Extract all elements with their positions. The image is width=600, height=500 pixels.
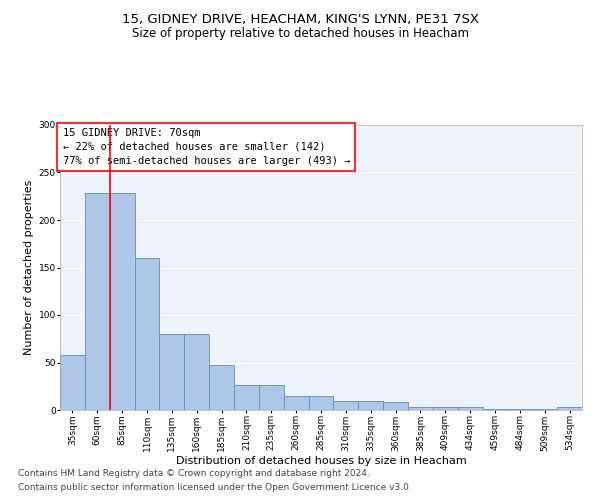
Bar [433, 407, 458, 410]
Bar [184, 334, 209, 410]
Bar [85, 194, 110, 410]
Text: 15, GIDNEY DRIVE, HEACHAM, KING'S LYNN, PE31 7SX: 15, GIDNEY DRIVE, HEACHAM, KING'S LYNN, … [121, 12, 479, 26]
Y-axis label: Number of detached properties: Number of detached properties [25, 180, 34, 355]
Bar [284, 396, 308, 410]
Bar [259, 386, 284, 410]
Bar [482, 409, 508, 410]
Bar [110, 194, 134, 410]
Bar [508, 409, 532, 410]
Bar [334, 402, 358, 410]
Bar [209, 366, 234, 410]
Text: Contains HM Land Registry data © Crown copyright and database right 2024.: Contains HM Land Registry data © Crown c… [18, 468, 370, 477]
Bar [557, 407, 582, 410]
Bar [234, 386, 259, 410]
Bar [408, 407, 433, 410]
Text: Size of property relative to detached houses in Heacham: Size of property relative to detached ho… [131, 28, 469, 40]
Bar [383, 402, 408, 410]
Bar [532, 409, 557, 410]
Bar [134, 258, 160, 410]
Bar [160, 334, 184, 410]
Text: Contains public sector information licensed under the Open Government Licence v3: Contains public sector information licen… [18, 484, 412, 492]
Bar [308, 396, 334, 410]
Bar [358, 402, 383, 410]
Bar [60, 355, 85, 410]
X-axis label: Distribution of detached houses by size in Heacham: Distribution of detached houses by size … [176, 456, 466, 466]
Bar [458, 407, 482, 410]
Text: 15 GIDNEY DRIVE: 70sqm
← 22% of detached houses are smaller (142)
77% of semi-de: 15 GIDNEY DRIVE: 70sqm ← 22% of detached… [62, 128, 350, 166]
